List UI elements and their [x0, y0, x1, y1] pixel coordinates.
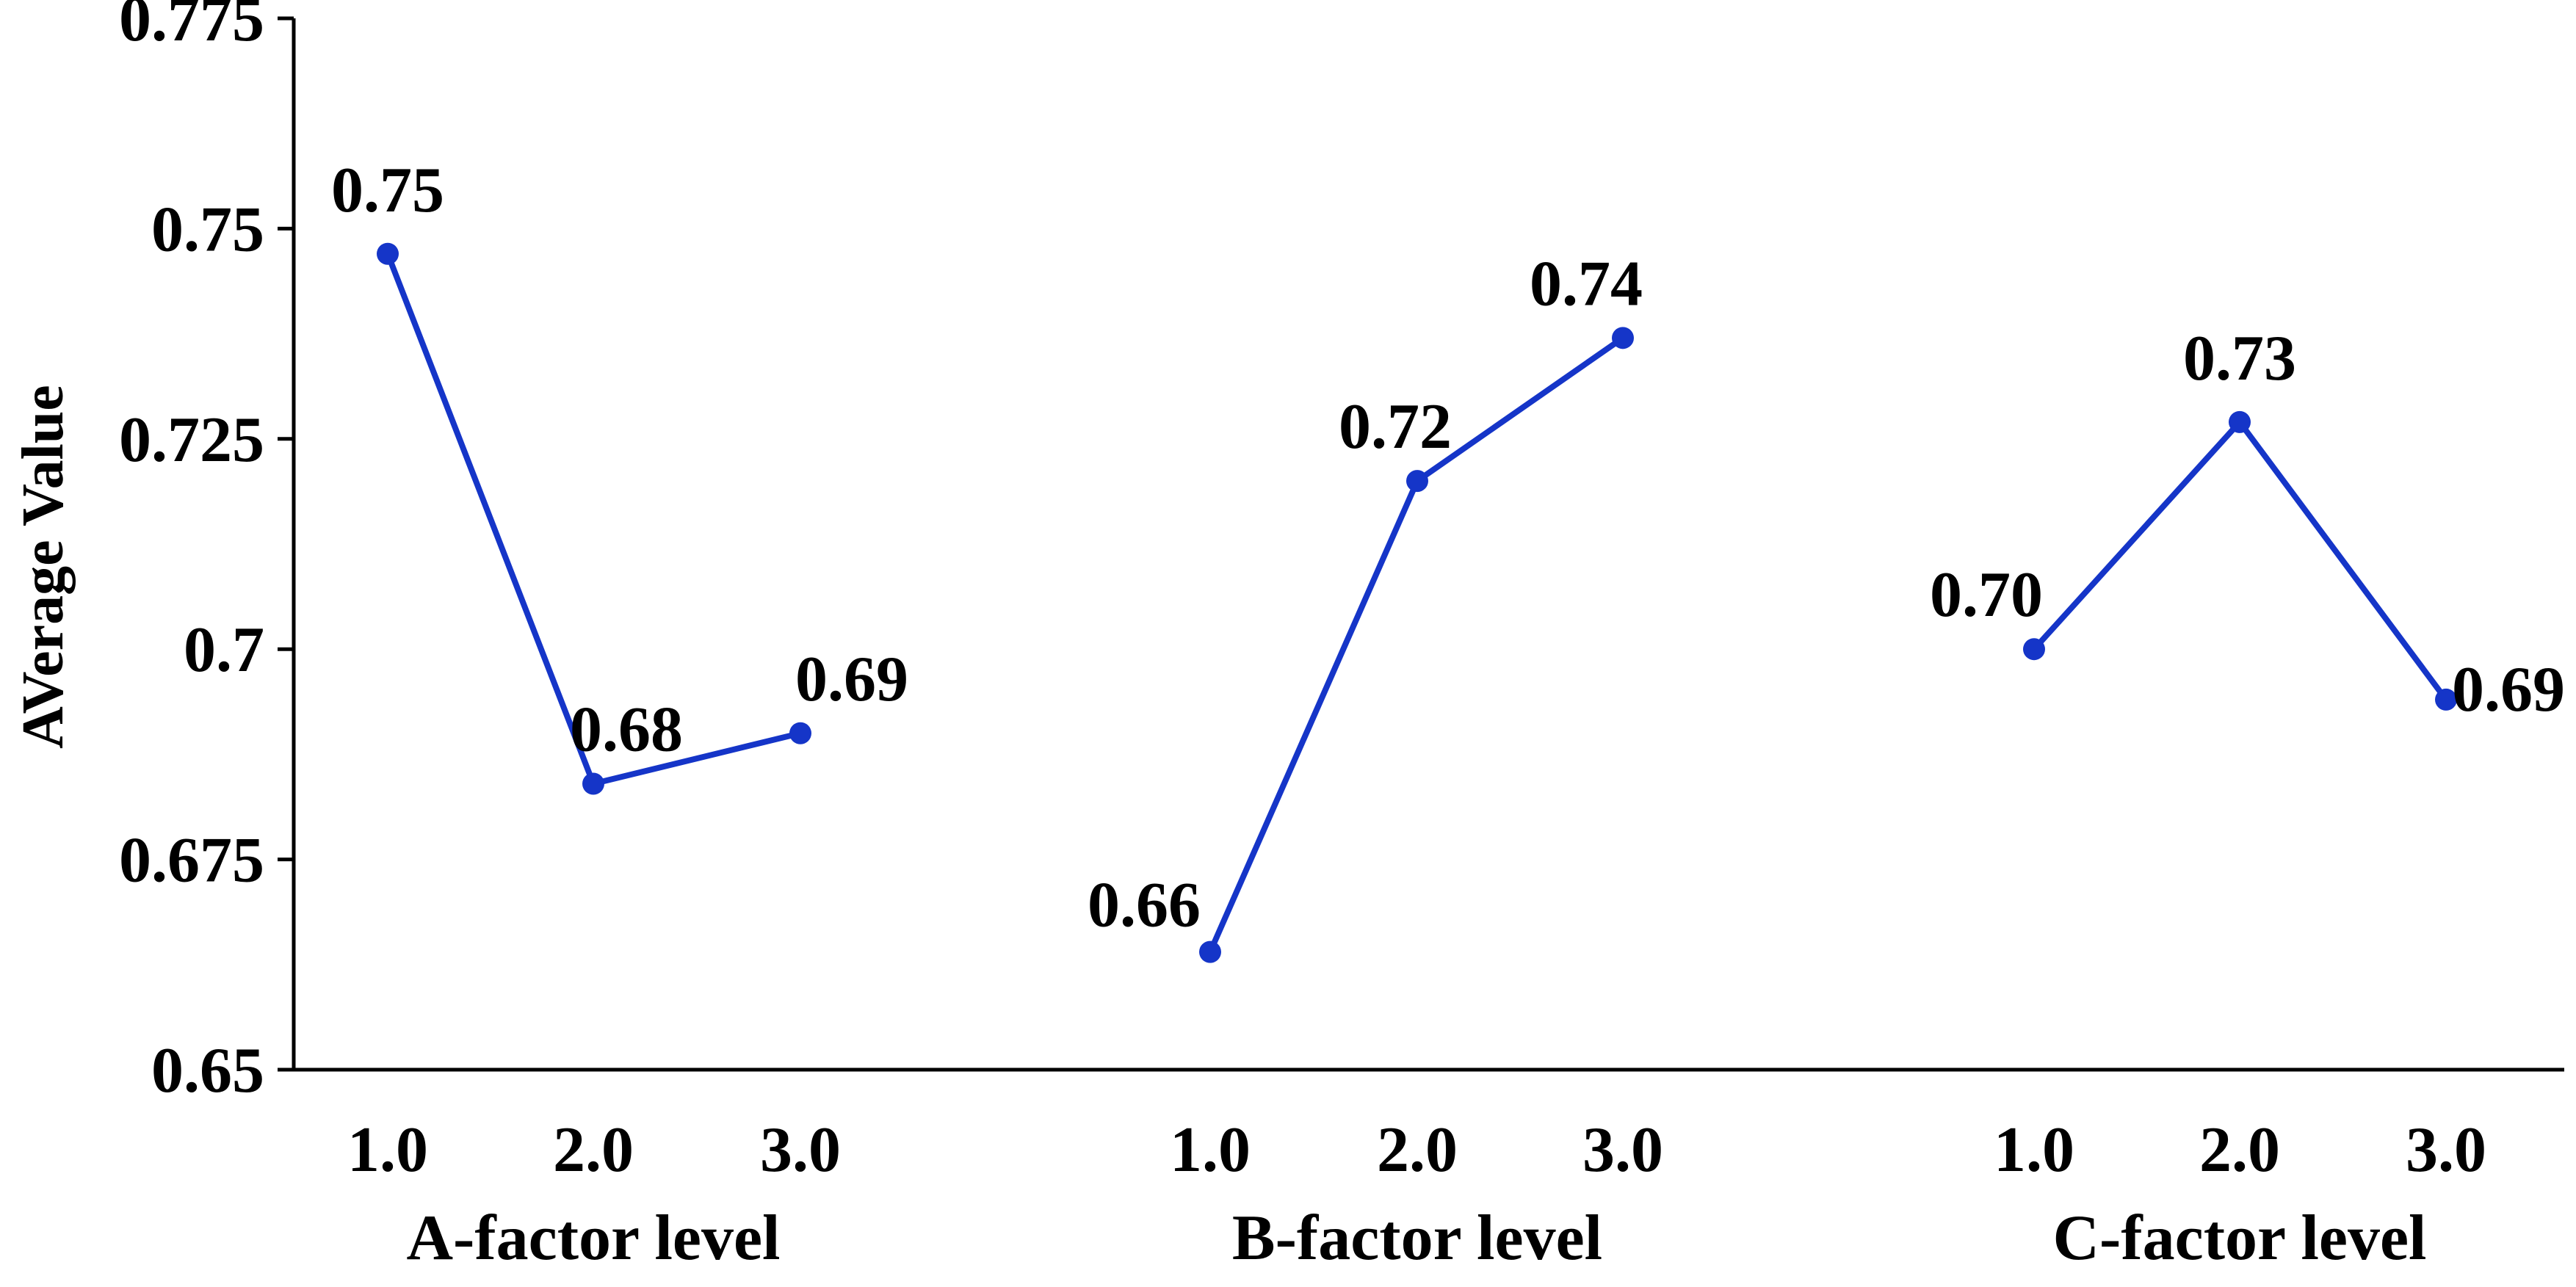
data-point: [789, 722, 811, 744]
group-axis-title: C-factor level: [2052, 1203, 2426, 1274]
x-tick-label: 3.0: [2406, 1114, 2486, 1186]
data-labels: 0.75 0.68 0.69 0.66 0.72 0.74 0.70 0.73 0.69: [331, 155, 2565, 941]
data-label: 0.66: [1088, 870, 1201, 941]
series-lines: [385, 253, 2449, 954]
data-label: 0.75: [331, 155, 444, 226]
y-tick-label: 0.775: [119, 0, 264, 55]
y-ticks: 0.65 0.675 0.7 0.725 0.75 0.775: [119, 0, 294, 1106]
y-tick-label: 0.675: [119, 825, 264, 896]
group-titles: A-factor level B-factor level C-factor lev…: [406, 1203, 2426, 1274]
x-ticks: 1.0 2.0 3.0 1.0 2.0 3.0 1.0 2.0 3.0: [347, 1114, 2486, 1186]
series-points: [377, 242, 2457, 963]
data-point: [2229, 410, 2251, 433]
x-tick-label: 1.0: [1170, 1114, 1251, 1186]
data-label: 0.69: [795, 644, 908, 715]
data-point: [1199, 940, 1221, 963]
y-tick-label: 0.75: [151, 194, 264, 265]
y-tick-label: 0.65: [151, 1035, 264, 1106]
x-tick-label: 3.0: [760, 1114, 841, 1186]
x-tick-label: 1.0: [1994, 1114, 2074, 1186]
x-tick-label: 2.0: [1377, 1114, 1458, 1186]
data-label: 0.70: [1930, 559, 2043, 631]
data-point: [377, 242, 399, 265]
data-point: [2435, 688, 2457, 711]
group-axis-title: B-factor level: [1232, 1203, 1602, 1274]
axes: AVerage Value: [11, 18, 2564, 1072]
data-label: 0.68: [570, 694, 683, 765]
data-label: 0.69: [2452, 654, 2565, 725]
data-point: [582, 772, 604, 795]
data-point: [1612, 327, 1634, 349]
series-line-3: [2032, 418, 2449, 702]
y-axis-title: AVerage Value: [11, 385, 76, 749]
data-label: 0.74: [1530, 248, 1643, 319]
data-point: [1406, 470, 1428, 493]
x-tick-label: 2.0: [2199, 1114, 2280, 1186]
x-tick-label: 1.0: [347, 1114, 428, 1186]
data-label: 0.73: [2183, 323, 2296, 394]
x-tick-label: 3.0: [1582, 1114, 1663, 1186]
data-point: [2023, 638, 2045, 661]
data-label: 0.72: [1339, 391, 1452, 463]
x-tick-label: 2.0: [553, 1114, 634, 1186]
group-axis-title: A-factor level: [406, 1203, 780, 1274]
y-tick-label: 0.7: [184, 615, 264, 686]
y-tick-label: 0.725: [119, 405, 264, 476]
